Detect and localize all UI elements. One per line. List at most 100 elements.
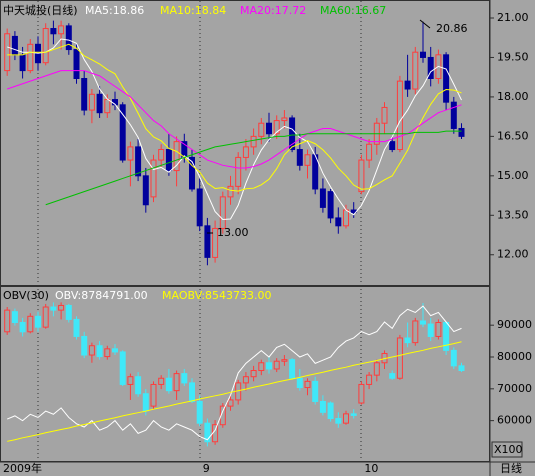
candle-body [58, 304, 65, 311]
candle-body [142, 393, 149, 412]
unit-label: X100 [494, 443, 523, 456]
candle-body [127, 376, 134, 385]
y-tick-label: 70000 [497, 382, 532, 395]
candle-body [35, 315, 41, 328]
candle-body [196, 400, 203, 424]
candle-body [150, 383, 157, 407]
candle-body [42, 28, 49, 64]
candle-body [227, 185, 234, 198]
candle-body [58, 25, 65, 35]
candle-body [335, 418, 342, 424]
candle-body [119, 104, 126, 161]
candle-body [412, 320, 419, 344]
y-tick-label: 13.50 [497, 208, 529, 221]
candle-body [42, 306, 49, 328]
candle-body [173, 373, 180, 392]
candle-body [289, 117, 296, 151]
candle-body [281, 117, 288, 122]
candle-body [27, 315, 34, 333]
candle-body [227, 399, 234, 407]
candle-body [73, 318, 80, 337]
candle-body [204, 422, 211, 443]
candle-body [158, 149, 165, 161]
candle-body [135, 376, 142, 395]
candle-body [450, 101, 457, 129]
candle-body [96, 345, 103, 358]
candle-body [250, 370, 257, 378]
candle-body [219, 196, 226, 229]
candle-body [296, 377, 303, 389]
annotation: 13.00 [217, 226, 249, 239]
y-tick-label: 19.50 [497, 50, 529, 63]
legend-entry: MA60:16.67 [320, 4, 386, 17]
candle-body [189, 156, 195, 190]
candle-body [381, 106, 388, 124]
candle-body [327, 191, 334, 219]
candle-body [104, 348, 111, 358]
candle-body [212, 424, 219, 443]
candle-body [65, 304, 72, 320]
candle-body [135, 146, 142, 177]
candle-body [119, 351, 126, 385]
y-tick-label: 80000 [497, 350, 532, 363]
candle-body [343, 413, 349, 424]
candle-body [242, 146, 249, 158]
series-line [7, 38, 462, 221]
candle-body [420, 320, 426, 325]
candle-body [158, 377, 165, 385]
candle-body [204, 225, 211, 258]
y-tick-label: 90000 [497, 318, 532, 331]
candle-body [181, 373, 188, 384]
unit-box [491, 441, 523, 458]
candle-body [427, 323, 434, 337]
candle-body [50, 306, 57, 311]
series-line [7, 341, 462, 442]
candle-body [304, 380, 311, 389]
candle-body [396, 337, 403, 379]
y-tick-label: 15.00 [497, 169, 529, 182]
candle-body [189, 382, 195, 402]
series-line [45, 130, 462, 206]
candle-body [73, 49, 80, 79]
x-tick-label: 2009年 [3, 461, 42, 475]
candle-body [11, 35, 18, 56]
candle-body [281, 359, 288, 362]
candle-body [258, 122, 265, 137]
candle-body [96, 93, 103, 114]
candle-body [412, 51, 419, 90]
candle-body [127, 146, 134, 161]
candle-body [366, 374, 373, 385]
annotation-arrow [419, 19, 431, 29]
candle-body [435, 322, 442, 337]
candle-body [389, 141, 396, 151]
candle-body [88, 93, 95, 111]
candle-body [273, 120, 280, 135]
candle-body [50, 28, 57, 35]
candle-body [358, 159, 365, 193]
candle-body [88, 345, 95, 356]
candle-body [104, 99, 111, 114]
y-tick-label: 60000 [497, 414, 532, 427]
candle-body [4, 33, 11, 72]
candle-body [289, 359, 296, 379]
candle-body [443, 54, 450, 103]
candle-body [319, 188, 326, 208]
candle-body [450, 349, 457, 367]
candle-body [373, 362, 380, 376]
candle-body [343, 209, 349, 227]
candle-body [273, 360, 280, 370]
candle-body [258, 362, 265, 372]
candle-body [212, 227, 219, 258]
candle-body [366, 143, 373, 161]
period-label: 日线 [500, 461, 522, 475]
x-tick-label: 9 [203, 462, 210, 475]
candle-body [4, 309, 11, 333]
candle-body [165, 377, 172, 392]
candle-body [250, 135, 257, 148]
candle-body [427, 56, 434, 79]
candle-body [319, 400, 326, 413]
candle-body [304, 154, 311, 166]
candle-body [65, 25, 72, 51]
